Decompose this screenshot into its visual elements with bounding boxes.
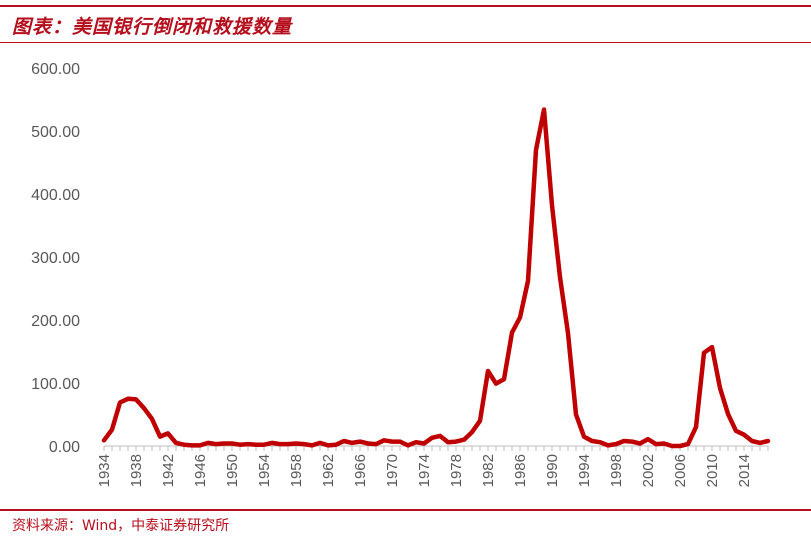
x-tick-label: 1994	[576, 454, 593, 487]
x-tick-label: 1990	[544, 454, 561, 487]
x-tick-label: 1966	[352, 454, 369, 487]
x-tick-label: 1986	[512, 454, 529, 487]
top-accent-line	[0, 5, 811, 7]
y-tick-label: 100.00	[31, 376, 80, 393]
chart-title: 图表：美国银行倒闭和救援数量	[12, 16, 293, 38]
x-tick-label: 1938	[128, 454, 145, 487]
y-axis-ticks: 0.00 100.00 200.00 300.00 400.00 500.00 600.00	[31, 61, 80, 456]
footer-divider	[0, 509, 811, 511]
x-tick-label: 1998	[608, 454, 625, 487]
x-tick-label: 2014	[736, 454, 753, 487]
x-tick-label: 2002	[640, 454, 657, 487]
x-tick-label: 1934	[96, 454, 113, 487]
x-tick-label: 1970	[384, 454, 401, 487]
x-axis: 1934 1938 1942 1946 1950 1954 1958 1962 1966 1970…	[96, 445, 769, 487]
x-tick-label: 1982	[480, 454, 497, 487]
x-tick-label: 1958	[288, 454, 305, 487]
x-tick-label: 1954	[256, 454, 273, 487]
y-tick-label: 300.00	[31, 250, 80, 267]
x-tick-label: 1946	[192, 454, 209, 487]
x-tick-label: 2010	[704, 454, 721, 487]
x-tick-label: 1962	[320, 454, 337, 487]
y-tick-label: 600.00	[31, 61, 80, 78]
series-layer	[101, 107, 771, 449]
x-tick-label: 2006	[672, 454, 689, 487]
x-tick-label: 1974	[416, 454, 433, 487]
series-line	[101, 107, 771, 449]
x-tick-label: 1942	[160, 454, 177, 487]
y-tick-label: 500.00	[31, 124, 80, 141]
y-tick-label: 200.00	[31, 313, 80, 330]
title-divider	[0, 42, 811, 43]
source-note: 资料来源：Wind，中泰证券研究所	[12, 518, 230, 534]
x-tick-label: 1950	[224, 454, 241, 487]
y-tick-label: 400.00	[31, 187, 80, 204]
y-tick-label: 0.00	[49, 439, 80, 456]
x-tick-label: 1978	[448, 454, 465, 487]
